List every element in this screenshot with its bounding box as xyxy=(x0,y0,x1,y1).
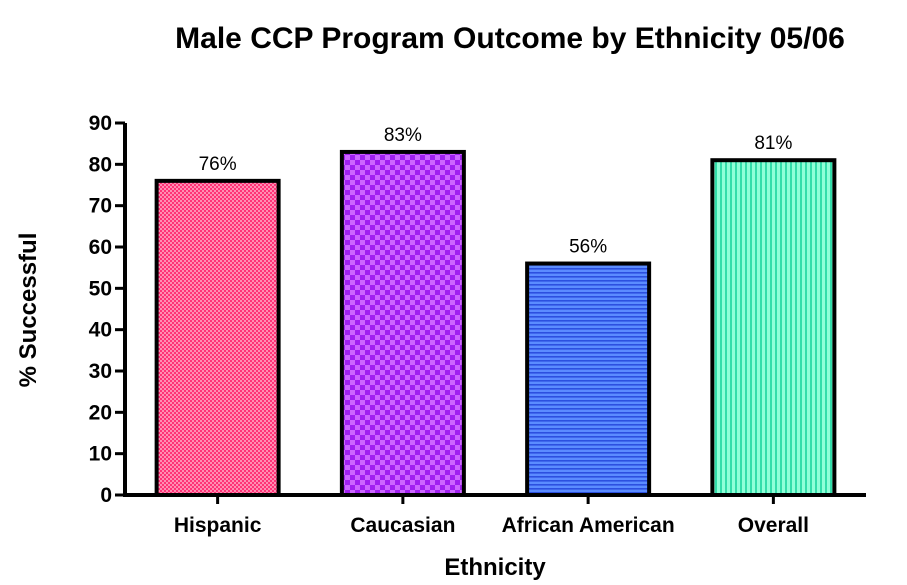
y-tick-label: 70 xyxy=(89,195,112,218)
y-tick-label: 60 xyxy=(89,236,112,259)
y-axis-ticks: 0 10 20 30 40 50 60 70 80 90 xyxy=(89,112,125,507)
y-axis-title: % Successful xyxy=(15,233,42,388)
data-label: 56% xyxy=(569,237,607,258)
chart-title: Male CCP Program Outcome by Ethnicity 05… xyxy=(175,22,845,55)
y-tick-label: 10 xyxy=(89,443,112,466)
y-tick-label: 90 xyxy=(89,112,112,135)
x-tick-label: Caucasian xyxy=(350,514,455,537)
x-tick-label: Overall xyxy=(738,514,809,537)
x-axis-title: Ethnicity xyxy=(444,554,546,581)
x-tick-label: Hispanic xyxy=(174,514,262,537)
category-labels: Hispanic Caucasian African American Overall xyxy=(174,495,809,537)
data-label: 81% xyxy=(754,133,792,154)
bars-group: 76% 83% 56% 81% xyxy=(154,125,837,498)
bar-overall xyxy=(710,158,837,497)
data-label: 83% xyxy=(384,125,422,146)
x-tick-label: African American xyxy=(502,514,675,537)
y-tick-label: 0 xyxy=(100,484,112,507)
y-tick-label: 80 xyxy=(89,153,112,176)
bar-african-american xyxy=(525,261,652,497)
bar-hispanic xyxy=(154,178,281,497)
y-tick-label: 30 xyxy=(89,360,112,383)
y-tick-label: 40 xyxy=(89,319,112,342)
y-tick-label: 50 xyxy=(89,277,112,300)
y-tick-label: 20 xyxy=(89,401,112,424)
bar-caucasian xyxy=(339,149,466,498)
data-label: 76% xyxy=(199,154,237,175)
